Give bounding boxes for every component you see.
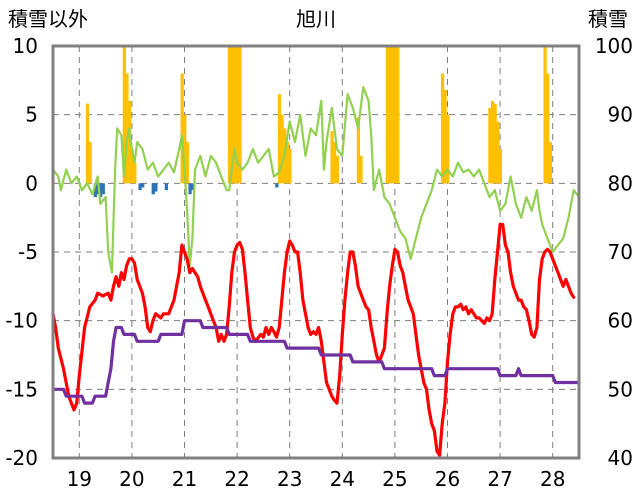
precip-bar xyxy=(101,183,105,195)
snowfall-bar xyxy=(133,162,137,184)
snowfall-bar xyxy=(388,46,392,184)
precip-bar xyxy=(191,183,195,191)
series-green-line xyxy=(51,86,581,274)
snowfall-bar xyxy=(130,149,134,184)
right-tick-label: 40 xyxy=(608,446,633,470)
snowfall-bar xyxy=(288,149,292,184)
snowfall-bar xyxy=(333,142,337,184)
snowfall-bar xyxy=(330,131,334,184)
snowfall-bar xyxy=(446,114,450,184)
snowfall-bar xyxy=(277,94,282,184)
precip-bars xyxy=(93,183,279,198)
right-axis-label: 積雪 xyxy=(588,7,628,31)
x-tick-label: 24 xyxy=(330,467,355,491)
right-tick-label: 100 xyxy=(595,34,633,58)
snowfall-bar xyxy=(390,46,395,184)
snowfall-bar xyxy=(85,103,90,184)
x-axis-ticks: 19 20 21 22 23 24 25 26 27 28 xyxy=(67,467,566,491)
right-tick-label: 60 xyxy=(608,309,633,333)
x-tick-label: 27 xyxy=(487,467,512,491)
snowfall-bar xyxy=(122,46,126,184)
x-tick-label: 19 xyxy=(67,467,92,491)
left-axis-label: 積雪以外 xyxy=(8,7,88,31)
precip-bar xyxy=(151,183,155,195)
snowfall-bar xyxy=(285,142,289,184)
precip-bar xyxy=(138,183,142,191)
x-tick-label: 21 xyxy=(172,467,197,491)
series-lines xyxy=(51,86,581,457)
snowfall-bar xyxy=(396,46,400,184)
right-axis-ticks: 100 90 80 70 60 50 40 xyxy=(595,34,633,470)
x-tick-label: 23 xyxy=(277,467,302,491)
snowfall-bar xyxy=(356,117,360,184)
snowfall-bar xyxy=(493,103,497,184)
left-tick-label: 10 xyxy=(13,34,38,58)
snowfall-bar xyxy=(496,121,500,184)
snowfall-bar xyxy=(543,46,547,184)
snowfall-bar xyxy=(280,114,284,184)
plot-frame xyxy=(51,44,581,460)
snowfall-bar xyxy=(233,46,237,184)
precip-bar xyxy=(141,183,145,188)
snowfall-bar xyxy=(440,73,445,184)
left-axis-ticks: 10 5 0 -5 -10 -15 -20 xyxy=(5,34,38,470)
snowfall-bar xyxy=(183,114,187,184)
grid xyxy=(53,45,579,459)
snowfall-bar xyxy=(488,107,492,184)
snowfall-bar xyxy=(335,155,339,184)
precip-bar xyxy=(275,183,279,188)
precip-bar xyxy=(164,183,169,191)
snowfall-bar xyxy=(393,46,397,184)
x-tick-label: 22 xyxy=(224,467,249,491)
snowfall-bar xyxy=(498,149,503,184)
precip-bar xyxy=(188,183,192,195)
snowfall-bar xyxy=(359,155,363,184)
snowfall-bar xyxy=(125,73,129,184)
snowfall-bar xyxy=(230,46,234,184)
snowfall-bar xyxy=(490,100,495,184)
right-tick-label: 90 xyxy=(608,103,633,127)
left-tick-label: -20 xyxy=(5,446,38,470)
snowfall-bar xyxy=(238,46,242,184)
snowfall-bar xyxy=(443,89,447,184)
x-tick-label: 20 xyxy=(119,467,144,491)
chart-title: 旭川 xyxy=(296,7,336,31)
snowfall-bar xyxy=(385,46,389,184)
right-tick-label: 80 xyxy=(608,171,633,195)
snowfall-bar xyxy=(180,73,184,184)
precip-bar xyxy=(99,183,103,198)
left-tick-label: -15 xyxy=(5,377,38,401)
snowfall-bar xyxy=(546,73,550,184)
left-tick-label: -5 xyxy=(18,240,38,264)
precip-bar xyxy=(154,183,158,192)
snowfall-bar xyxy=(88,142,92,184)
x-tick-label: 28 xyxy=(540,467,565,491)
right-tick-label: 70 xyxy=(608,240,633,264)
series-red-line xyxy=(51,222,576,457)
x-tick-label: 26 xyxy=(435,467,460,491)
series-purple-line xyxy=(51,319,581,405)
left-tick-label: 5 xyxy=(25,103,38,127)
snowfall-bar xyxy=(185,142,190,184)
right-tick-label: 50 xyxy=(608,377,633,401)
snowfall-bar xyxy=(227,46,232,184)
snowfall-bar xyxy=(127,100,132,184)
x-tick-label: 25 xyxy=(382,467,407,491)
left-tick-label: 0 xyxy=(25,171,38,195)
precip-bar xyxy=(93,183,97,198)
snowfall-bar xyxy=(548,142,552,184)
snowfall-bar xyxy=(235,46,240,184)
left-tick-label: -10 xyxy=(5,309,38,333)
